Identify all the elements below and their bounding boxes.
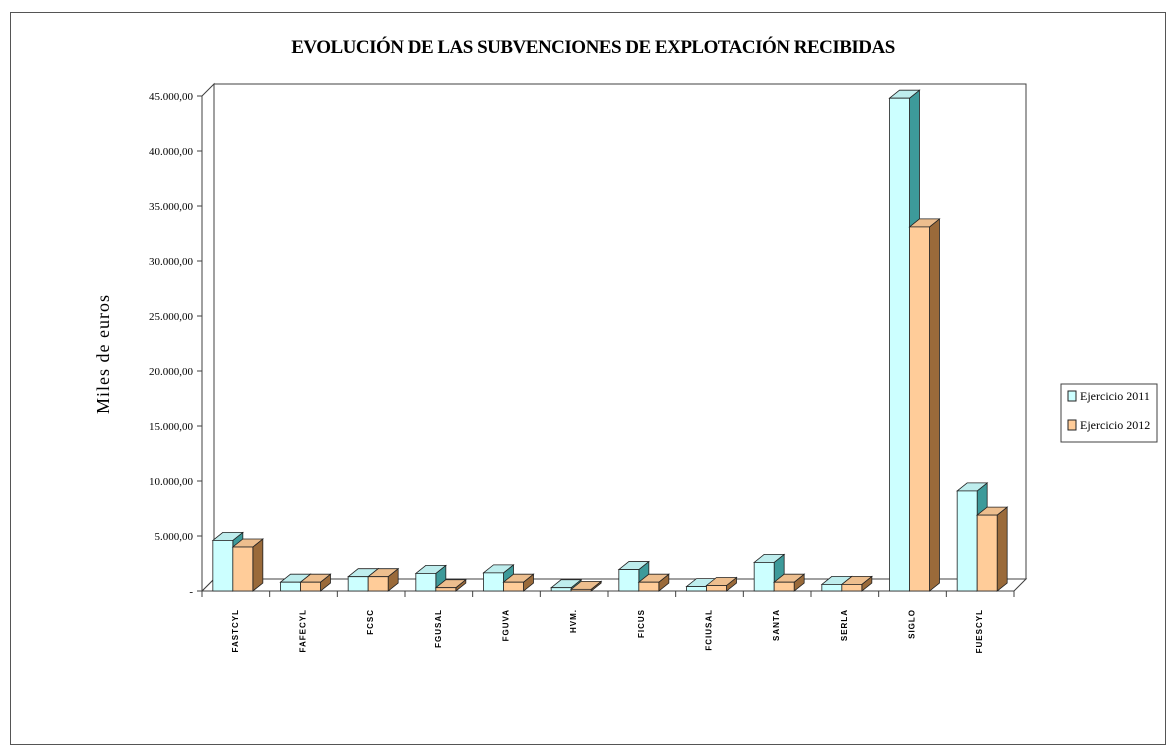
bar-front	[570, 588, 592, 592]
bar-2012-fastcyl	[231, 538, 264, 592]
bar-2012-fcsc	[367, 567, 400, 592]
bar-2012-hvm	[570, 580, 603, 592]
bar-2012-fciusal	[705, 576, 738, 592]
bar-front	[550, 587, 572, 592]
bar-front	[841, 584, 863, 592]
x-tick-label: HVM.	[569, 609, 578, 633]
bar-front	[821, 584, 843, 592]
bar-front	[753, 562, 775, 592]
x-tick-label: SIGLO	[908, 609, 917, 639]
y-tick-label: 20.000,00	[149, 366, 194, 378]
bar-side	[996, 506, 1008, 592]
bar-front	[483, 572, 504, 592]
bar-front	[280, 581, 301, 592]
x-tick-label: FASTCYL	[231, 609, 240, 652]
bar-front	[367, 576, 389, 592]
bar-front	[300, 581, 321, 592]
y-tick-label: 35.000,00	[149, 201, 194, 213]
legend-label-2012: Ejercicio 2012	[1080, 418, 1150, 432]
y-tick-label: 25.000,00	[149, 311, 194, 323]
bar-front	[347, 576, 369, 592]
legend-swatch-2012	[1067, 419, 1077, 431]
bar-front	[889, 97, 910, 592]
bar-2012-ficus	[637, 573, 670, 592]
bar-front	[956, 490, 978, 592]
y-tick-label: -	[189, 586, 193, 598]
bar-front	[638, 581, 660, 592]
bar-front	[773, 581, 795, 592]
x-tick-label: FGUVA	[502, 609, 511, 641]
bar-2012-fafecyl	[299, 573, 332, 592]
x-tick-label: SERLA	[840, 609, 849, 641]
y-tick-label: 10.000,00	[149, 476, 194, 488]
y-tick-label: 5.000,00	[155, 531, 194, 543]
bar-side	[252, 538, 264, 592]
x-tick-label: FUESCYL	[975, 609, 984, 653]
bar-front	[232, 546, 254, 592]
bar-2012-santa	[773, 573, 806, 592]
bar-2012-fuescyl	[976, 506, 1009, 592]
chart-frame: EVOLUCIÓN DE LAS SUBVENCIONES DE EXPLOTA…	[10, 12, 1166, 745]
x-tick-label: FICUS	[637, 609, 646, 638]
bar-front	[686, 586, 707, 592]
bar-2012-siglo	[908, 218, 941, 592]
bar-front	[618, 569, 640, 592]
x-tick-label: FAFECYL	[299, 609, 308, 652]
legend-box	[1060, 383, 1158, 443]
x-tick-label: SANTA	[772, 609, 781, 641]
y-tick-label: 15.000,00	[149, 421, 194, 433]
y-tick-label: 30.000,00	[149, 256, 194, 268]
y-axis-label: Miles de euros	[93, 294, 113, 414]
bar-side	[929, 218, 940, 592]
bar-front	[212, 540, 234, 592]
y-tick-label: 45.000,00	[149, 91, 194, 103]
legend-swatch-2011	[1067, 390, 1077, 402]
bar-front	[909, 226, 930, 592]
bar-chart: EVOLUCIÓN DE LAS SUBVENCIONES DE EXPLOTA…	[93, 36, 1158, 653]
legend-label-2011: Ejercicio 2011	[1080, 389, 1150, 403]
plot-side-wall	[201, 82, 215, 593]
bar-2012-fgusal	[434, 578, 467, 592]
bar-2011-fgusal	[414, 564, 447, 592]
bar-2012-serla	[840, 575, 873, 592]
bar-front	[706, 585, 727, 592]
chart-title: EVOLUCIÓN DE LAS SUBVENCIONES DE EXPLOTA…	[291, 36, 895, 58]
bar-front	[415, 573, 437, 592]
bar-front	[976, 514, 998, 592]
bar-front	[503, 581, 524, 592]
x-tick-label: FGUSAL	[434, 609, 443, 648]
x-tick-label: FCIUSAL	[705, 609, 714, 651]
bar-front	[435, 587, 457, 592]
y-tick-label: 40.000,00	[149, 146, 194, 158]
bar-2012-fguva	[502, 573, 535, 592]
x-tick-label: FCSC	[366, 609, 375, 635]
